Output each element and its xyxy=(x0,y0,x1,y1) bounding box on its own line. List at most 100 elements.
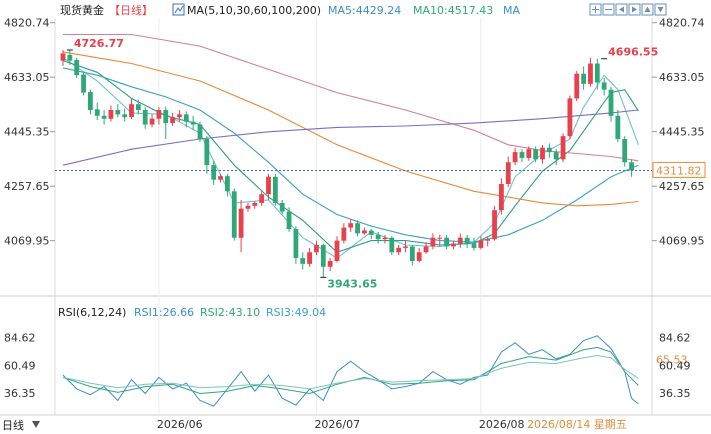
period-button[interactable]: 日线 xyxy=(2,418,40,432)
candle-up xyxy=(334,240,340,261)
candle-down xyxy=(101,115,107,119)
price-tick-right: 4257.65 xyxy=(659,180,705,193)
ma-indicator-label[interactable]: MA(5,10,30,60,100,200) xyxy=(187,4,321,17)
candle-down xyxy=(88,92,93,110)
candle-up xyxy=(485,239,491,241)
rsi3-line xyxy=(62,354,639,390)
ma10-readout: MA10:4517.43 xyxy=(413,4,493,17)
candle-up xyxy=(245,205,251,209)
time-tick-label: 2026/08 xyxy=(479,418,525,431)
candle-up xyxy=(478,240,484,248)
candle-down xyxy=(546,147,552,153)
candle-up xyxy=(492,210,497,240)
low-label: 3943.65 xyxy=(327,277,377,290)
candle-down xyxy=(533,149,539,160)
candle-down xyxy=(197,124,203,140)
candle-up xyxy=(348,223,354,228)
rsi-tick-left: 84.62 xyxy=(4,331,36,344)
candle-down xyxy=(135,104,141,110)
rsi-tick-left: 60.49 xyxy=(4,359,36,372)
ma200-line xyxy=(62,109,639,166)
price-tick-left: 4445.35 xyxy=(4,126,50,139)
period-label: 【日线】 xyxy=(109,3,153,17)
rsi-tick-right: 36.35 xyxy=(659,387,691,400)
ma5-readout: MA5:4429.24 xyxy=(328,4,401,17)
candle-down xyxy=(608,89,614,116)
rsi3-readout: RSI3:49.04 xyxy=(266,306,326,319)
candle-up xyxy=(266,176,271,195)
candle-down xyxy=(279,202,285,212)
candle-up xyxy=(423,246,429,253)
period-button-label[interactable]: 日线 xyxy=(2,418,24,432)
candle-up xyxy=(177,114,182,118)
candle-down xyxy=(519,152,525,158)
candle-down xyxy=(375,234,381,240)
candle-up xyxy=(238,208,244,238)
candle-down xyxy=(409,246,415,261)
price-tick-right: 4069.95 xyxy=(659,235,705,248)
candle-up xyxy=(149,118,155,125)
ma10-line xyxy=(62,60,639,253)
candle-down xyxy=(629,162,634,171)
candle-up xyxy=(430,237,436,247)
arrow-up-icon[interactable] xyxy=(641,3,654,16)
candle-down xyxy=(389,237,395,253)
candle-up xyxy=(499,184,504,211)
chevron-down-icon[interactable] xyxy=(32,421,40,428)
candle-down xyxy=(444,237,449,247)
candle-down xyxy=(464,237,470,244)
candle-down xyxy=(622,139,628,163)
price-tick-right: 4820.74 xyxy=(659,17,705,30)
rsi2-line xyxy=(62,346,639,395)
candle-down xyxy=(272,176,278,203)
candle-down xyxy=(581,73,586,84)
last-price-badge xyxy=(652,161,706,178)
candle-up xyxy=(403,246,408,248)
arrow-right-icon[interactable] xyxy=(628,3,641,16)
candle-down xyxy=(190,121,196,125)
candle-up xyxy=(505,162,511,185)
candle-down xyxy=(115,110,121,115)
candle-down xyxy=(211,165,217,180)
candle-up xyxy=(259,194,265,203)
candle-up xyxy=(382,237,388,240)
candle-down xyxy=(183,114,189,122)
arrow-down-icon[interactable] xyxy=(654,3,667,16)
candle-down xyxy=(81,74,86,93)
rsi-tick-left: 36.35 xyxy=(4,387,36,400)
candle-up xyxy=(129,104,134,117)
candle-down xyxy=(320,245,326,267)
candle-down xyxy=(163,110,169,124)
candle-down xyxy=(225,176,230,192)
candle-up xyxy=(60,53,66,61)
candle-up xyxy=(560,136,566,160)
candle-up xyxy=(588,63,593,84)
grid-remove-icon[interactable] xyxy=(602,3,615,16)
last-price-label: 4311.82 xyxy=(656,164,702,177)
candle-up xyxy=(574,73,580,99)
candle-down xyxy=(300,258,306,264)
grid-add-icon[interactable] xyxy=(589,3,602,16)
candle-up xyxy=(307,252,312,264)
high-label: 4696.55 xyxy=(608,46,658,59)
rsi-tick-right: 84.62 xyxy=(659,331,691,344)
rsi1-readout: RSI1:26.66 xyxy=(134,306,194,319)
candle-up xyxy=(108,110,114,119)
candle-down xyxy=(293,229,299,259)
price-tick-left: 4257.65 xyxy=(4,180,50,193)
time-tick-label: 2026/06 xyxy=(157,418,203,431)
candle-up xyxy=(567,98,573,137)
arrow-left-icon[interactable] xyxy=(615,3,628,16)
candle-down xyxy=(142,110,148,125)
candle-up xyxy=(457,237,463,244)
indicator-toggle-icon[interactable] xyxy=(172,3,185,16)
high-label: 4726.77 xyxy=(74,37,124,50)
candle-up xyxy=(218,176,223,180)
time-tick-label: 2026/07 xyxy=(314,418,360,431)
rsi2-readout: RSI2:43.10 xyxy=(200,306,260,319)
candle-up xyxy=(416,252,422,261)
candle-down xyxy=(286,211,292,230)
price-tick-left: 4820.74 xyxy=(4,17,50,30)
